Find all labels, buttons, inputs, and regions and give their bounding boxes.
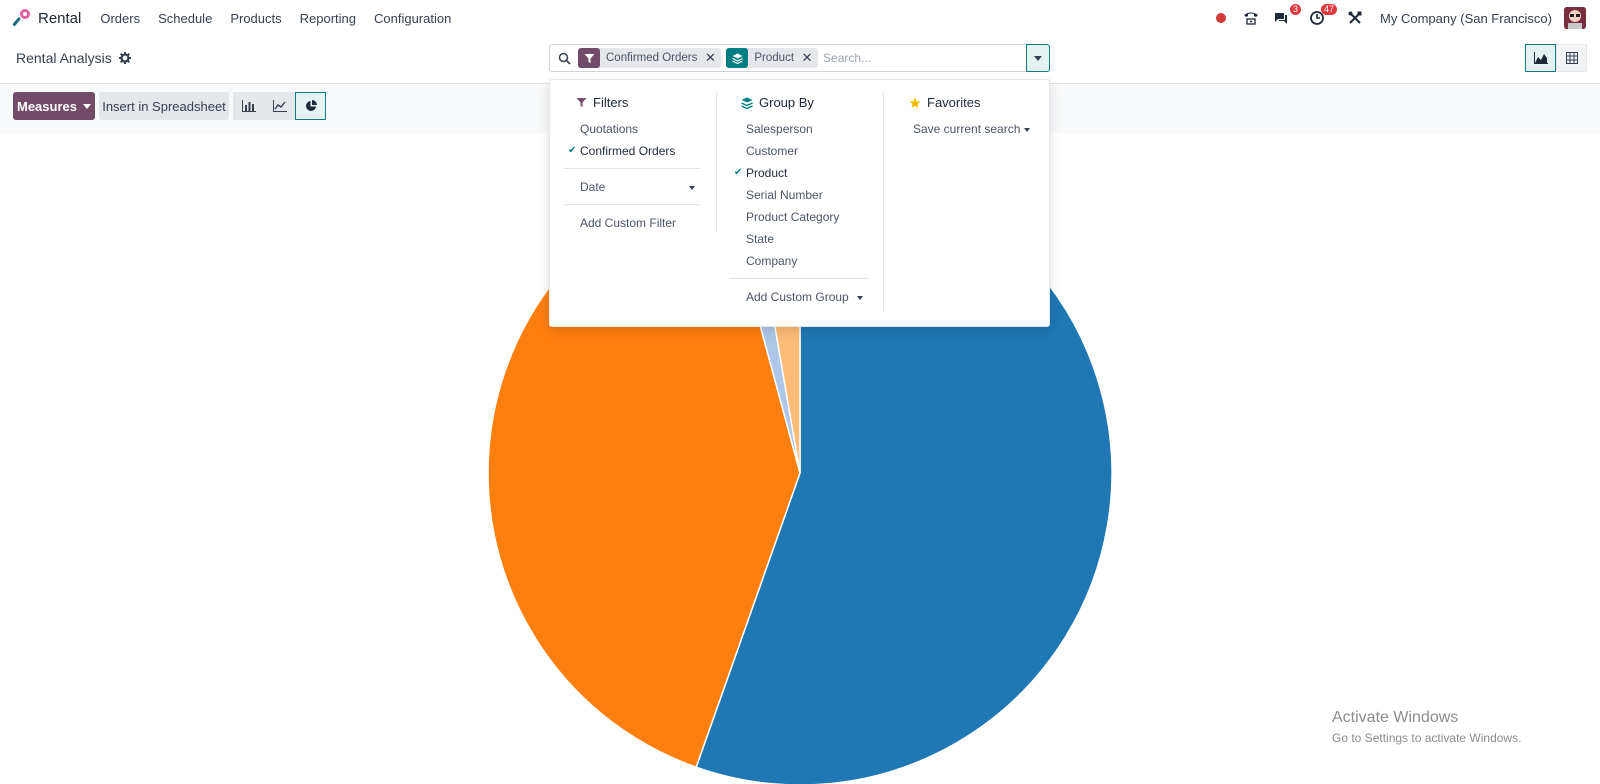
filter-icon <box>578 48 600 68</box>
search-dropdown-panel: Filters Quotations ✔ Confirmed Orders Da… <box>549 79 1050 327</box>
line-chart-icon <box>272 100 287 112</box>
filter-option-date[interactable]: Date <box>580 180 606 194</box>
add-custom-group[interactable]: Add Custom Group <box>746 290 849 304</box>
favorites-title: Favorites <box>927 95 981 110</box>
search-icon <box>550 45 578 71</box>
remove-facet-button[interactable]: ✕ <box>801 50 813 65</box>
app-brand[interactable]: Rental <box>12 8 81 28</box>
star-icon <box>909 97 921 108</box>
main-menu: Orders Schedule Products Reporting Confi… <box>91 11 460 26</box>
groupby-option-serial-number[interactable]: Serial Number <box>746 188 823 202</box>
add-custom-filter[interactable]: Add Custom Filter <box>580 216 677 230</box>
systray: 3 47 My Company (San Francisco) <box>1202 0 1586 36</box>
groupby-option-salesperson[interactable]: Salesperson <box>746 122 813 136</box>
pivot-view-button[interactable] <box>1556 44 1587 72</box>
gear-icon[interactable] <box>118 52 131 64</box>
groupby-option-customer[interactable]: Customer <box>746 144 799 158</box>
measures-button[interactable]: Measures <box>13 92 95 120</box>
facet-label: Product <box>754 52 795 64</box>
top-navbar: Rental Orders Schedule Products Reportin… <box>0 0 1600 36</box>
search-input[interactable] <box>823 46 1026 70</box>
groupby-option-state[interactable]: State <box>746 232 775 246</box>
search-options-toggle[interactable] <box>1026 44 1050 72</box>
filter-icon <box>576 98 587 107</box>
menu-configuration[interactable]: Configuration <box>374 10 452 26</box>
bar-chart-button[interactable] <box>233 92 264 120</box>
check-icon: ✔ <box>734 167 743 178</box>
menu-orders[interactable]: Orders <box>100 10 141 26</box>
caret-down-icon[interactable] <box>857 296 863 300</box>
page-title: Rental Analysis <box>16 50 112 66</box>
pie-chart-button[interactable] <box>295 92 326 120</box>
caret-down-icon[interactable] <box>689 186 695 190</box>
activities-clock-icon[interactable]: 47 <box>1306 4 1338 29</box>
insert-spreadsheet-button[interactable]: Insert in Spreadsheet <box>99 92 229 120</box>
groupby-header: Group By <box>741 95 814 110</box>
measures-label: Measures <box>17 98 77 114</box>
column-divider <box>883 92 884 310</box>
breadcrumb: Rental Analysis <box>16 50 131 66</box>
user-avatar[interactable] <box>1564 7 1586 29</box>
graph-view-button[interactable] <box>1525 44 1556 72</box>
menu-schedule[interactable]: Schedule <box>158 10 213 26</box>
activate-windows-title: Activate Windows <box>1332 709 1459 726</box>
view-switcher <box>1525 44 1587 72</box>
groupby-option-product-category[interactable]: Product Category <box>746 210 840 224</box>
menu-products[interactable]: Products <box>230 10 282 26</box>
favorites-header: Favorites <box>909 95 980 110</box>
activities-badge: 47 <box>1321 4 1338 15</box>
layers-icon <box>741 97 753 109</box>
facet-product: Product ✕ <box>726 48 819 68</box>
save-current-search[interactable]: Save current search <box>913 122 1021 136</box>
app-name: Rental <box>38 9 82 27</box>
area-chart-icon <box>1533 52 1548 64</box>
caret-down-icon <box>82 103 91 109</box>
chart-type-group <box>233 92 326 120</box>
tools-icon[interactable] <box>1344 7 1366 29</box>
divider <box>730 278 868 279</box>
facet-label: Confirmed Orders <box>606 52 698 64</box>
rental-key-icon <box>12 8 32 28</box>
recording-icon[interactable] <box>1210 7 1232 29</box>
messages-icon[interactable]: 3 <box>1270 4 1302 29</box>
divider <box>564 204 700 205</box>
groupby-option-company[interactable]: Company <box>746 254 798 268</box>
layers-icon <box>726 48 749 68</box>
table-icon <box>1565 52 1578 64</box>
caret-down-icon[interactable] <box>1024 128 1030 132</box>
messages-badge: 3 <box>1290 4 1302 15</box>
chevron-down-icon <box>1034 55 1042 61</box>
company-switcher[interactable]: My Company (San Francisco) <box>1380 10 1552 26</box>
filter-option-confirmed-orders[interactable]: Confirmed Orders <box>580 144 676 158</box>
menu-reporting[interactable]: Reporting <box>299 10 356 26</box>
bar-chart-icon <box>241 100 256 112</box>
line-chart-button[interactable] <box>264 92 295 120</box>
search-bar: Confirmed Orders ✕ Product ✕ <box>549 44 1050 72</box>
control-panel: Rental Analysis Confirmed Orders ✕ Produ… <box>0 36 1600 84</box>
phone-icon[interactable] <box>1240 7 1262 29</box>
facet-confirmed-orders: Confirmed Orders ✕ <box>578 48 722 68</box>
filters-header: Filters <box>576 95 628 110</box>
divider <box>564 168 700 169</box>
activate-windows-subtitle: Go to Settings to activate Windows. <box>1332 731 1522 745</box>
pie-chart-icon <box>305 100 317 111</box>
groupby-option-product[interactable]: Product <box>746 166 788 180</box>
filters-title: Filters <box>593 95 629 110</box>
column-divider <box>716 92 717 232</box>
remove-facet-button[interactable]: ✕ <box>704 50 716 65</box>
groupby-title: Group By <box>759 95 814 110</box>
check-icon: ✔ <box>568 145 577 156</box>
filter-option-quotations[interactable]: Quotations <box>580 122 639 136</box>
